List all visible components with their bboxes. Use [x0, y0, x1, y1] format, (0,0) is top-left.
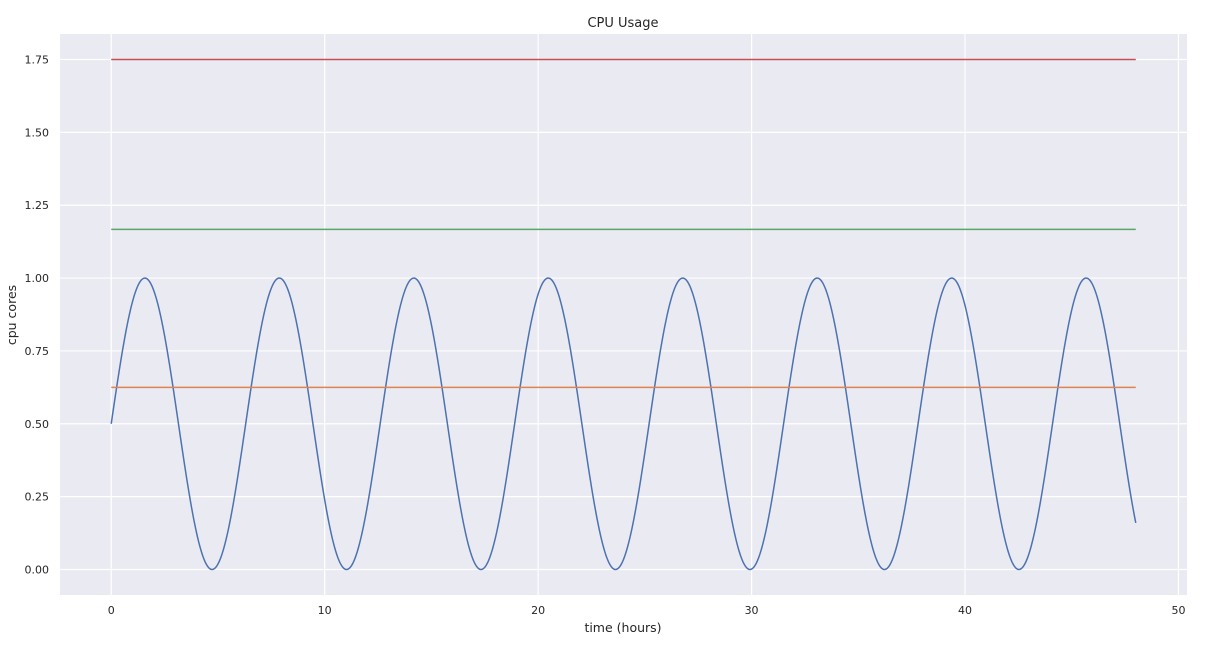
plot-area	[60, 34, 1187, 595]
y-tick-label: 0.00	[25, 564, 50, 577]
series-lines	[110, 58, 1137, 571]
x-tick-label: 40	[958, 604, 972, 617]
sine-series-line	[110, 277, 1137, 571]
y-tick-label: 0.75	[25, 345, 50, 358]
x-tick-label: 20	[531, 604, 545, 617]
y-axis-label: cpu cores	[4, 285, 19, 345]
x-tick-label: 0	[108, 604, 115, 617]
y-axis-ticks: 0.00 0.25 0.50 0.75 1.00 1.25 1.50 1.75	[25, 54, 50, 577]
x-tick-label: 50	[1171, 604, 1185, 617]
x-axis-label: time (hours)	[584, 620, 661, 635]
y-tick-label: 1.50	[25, 126, 50, 139]
x-axis-ticks: 0 10 20 30 40 50	[108, 604, 1186, 617]
x-tick-label: 30	[745, 604, 759, 617]
y-tick-label: 0.50	[25, 418, 50, 431]
y-tick-label: 0.25	[25, 491, 50, 504]
y-tick-label: 1.25	[25, 199, 50, 212]
y-tick-label: 1.00	[25, 272, 50, 285]
x-tick-label: 10	[318, 604, 332, 617]
y-tick-label: 1.75	[25, 54, 50, 67]
chart-title: CPU Usage	[587, 16, 658, 31]
